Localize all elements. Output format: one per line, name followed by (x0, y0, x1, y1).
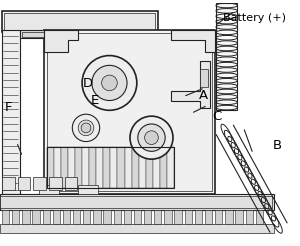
Bar (153, 147, 160, 188)
Text: E: E (91, 94, 99, 107)
Bar (20, 30, 47, 38)
Bar (96, 147, 103, 188)
Circle shape (138, 124, 165, 151)
Text: C: C (212, 110, 222, 123)
Bar (184, 210, 192, 224)
Bar (236, 210, 243, 224)
Bar (2, 177, 15, 190)
Circle shape (82, 56, 137, 110)
Text: F: F (5, 101, 13, 114)
Bar (124, 147, 132, 188)
Bar (0, 224, 274, 233)
Bar (205, 210, 212, 224)
Bar (32, 210, 40, 224)
Polygon shape (2, 184, 98, 194)
Bar (200, 69, 208, 87)
Circle shape (102, 75, 117, 91)
Bar (33, 177, 46, 190)
Bar (12, 210, 20, 224)
Bar (2, 210, 9, 224)
Bar (167, 147, 174, 188)
Bar (164, 210, 172, 224)
Bar (139, 147, 146, 188)
Bar (47, 147, 174, 188)
Bar (2, 11, 158, 32)
Bar (124, 210, 131, 224)
Bar (154, 210, 161, 224)
Bar (43, 210, 50, 224)
Bar (4, 13, 155, 30)
Circle shape (92, 65, 127, 101)
Bar (0, 194, 274, 210)
Bar (75, 147, 82, 188)
Text: B: B (272, 139, 282, 152)
Bar (61, 147, 68, 188)
Circle shape (72, 114, 100, 141)
Bar (93, 210, 100, 224)
Bar (175, 210, 182, 224)
Bar (256, 210, 263, 224)
Bar (22, 210, 30, 224)
Bar (0, 196, 272, 208)
Text: A: A (199, 89, 208, 102)
Bar (82, 147, 89, 188)
Polygon shape (171, 30, 215, 52)
Bar (110, 147, 118, 188)
Bar (22, 32, 45, 37)
Bar (89, 147, 96, 188)
Bar (64, 177, 77, 190)
Bar (160, 147, 167, 188)
Polygon shape (44, 30, 78, 52)
Bar (146, 147, 153, 188)
Bar (132, 147, 139, 188)
Bar (47, 33, 212, 191)
Bar (73, 210, 80, 224)
Bar (215, 210, 222, 224)
Bar (54, 147, 61, 188)
Bar (68, 147, 75, 188)
Bar (103, 210, 111, 224)
Polygon shape (171, 62, 210, 108)
Bar (225, 210, 233, 224)
Bar (134, 210, 141, 224)
Circle shape (145, 131, 158, 144)
Bar (118, 147, 124, 188)
Bar (63, 210, 70, 224)
Bar (18, 177, 30, 190)
Circle shape (78, 120, 94, 136)
Bar (103, 147, 110, 188)
Circle shape (130, 116, 173, 159)
Circle shape (81, 123, 91, 133)
Bar (114, 210, 121, 224)
Bar (195, 210, 202, 224)
Bar (53, 210, 60, 224)
Bar (44, 30, 215, 194)
Text: Battery (+): Battery (+) (223, 14, 286, 23)
Bar (144, 210, 151, 224)
Bar (2, 30, 20, 194)
Bar (47, 147, 54, 188)
Bar (245, 210, 253, 224)
Bar (83, 210, 91, 224)
Bar (49, 177, 61, 190)
Bar (216, 3, 238, 110)
Text: D: D (83, 77, 93, 90)
